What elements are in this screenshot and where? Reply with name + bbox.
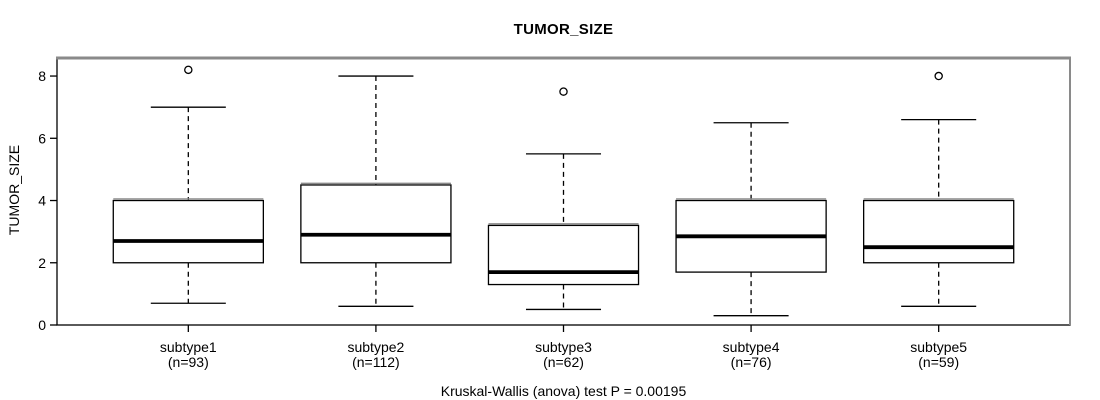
box-subtype2 [300,184,452,264]
x-tick-sublabel: (n=93) [168,354,209,370]
y-tick-label: 2 [38,255,46,271]
x-tick-label: subtype1 [160,339,217,355]
outlier-point [559,87,568,96]
box-subtype3 [487,224,640,286]
y-tick-label: 4 [38,193,46,209]
chart-title: TUMOR_SIZE [513,21,614,38]
y-tick-label: 6 [38,130,46,146]
outlier-point [934,71,943,81]
x-tick-sublabel: (n=59) [918,354,959,370]
box-subtype5 [862,199,1015,264]
y-tick-label: 8 [38,68,46,84]
x-tick-label: subtype3 [535,339,592,355]
x-tick-label: subtype2 [347,339,404,355]
kruskal-wallis-caption: Kruskal-Wallis (anova) test P = 0.00195 [440,383,687,399]
x-tick-label: subtype5 [910,339,967,355]
x-tick-sublabel: (n=62) [543,354,584,370]
box-subtype1 [112,199,265,264]
x-tick-label: subtype4 [723,339,780,355]
x-tick-sublabel: (n=76) [731,354,772,370]
y-tick-label: 0 [38,317,46,333]
outlier-point [184,65,193,75]
x-tick-sublabel: (n=112) [352,354,400,370]
